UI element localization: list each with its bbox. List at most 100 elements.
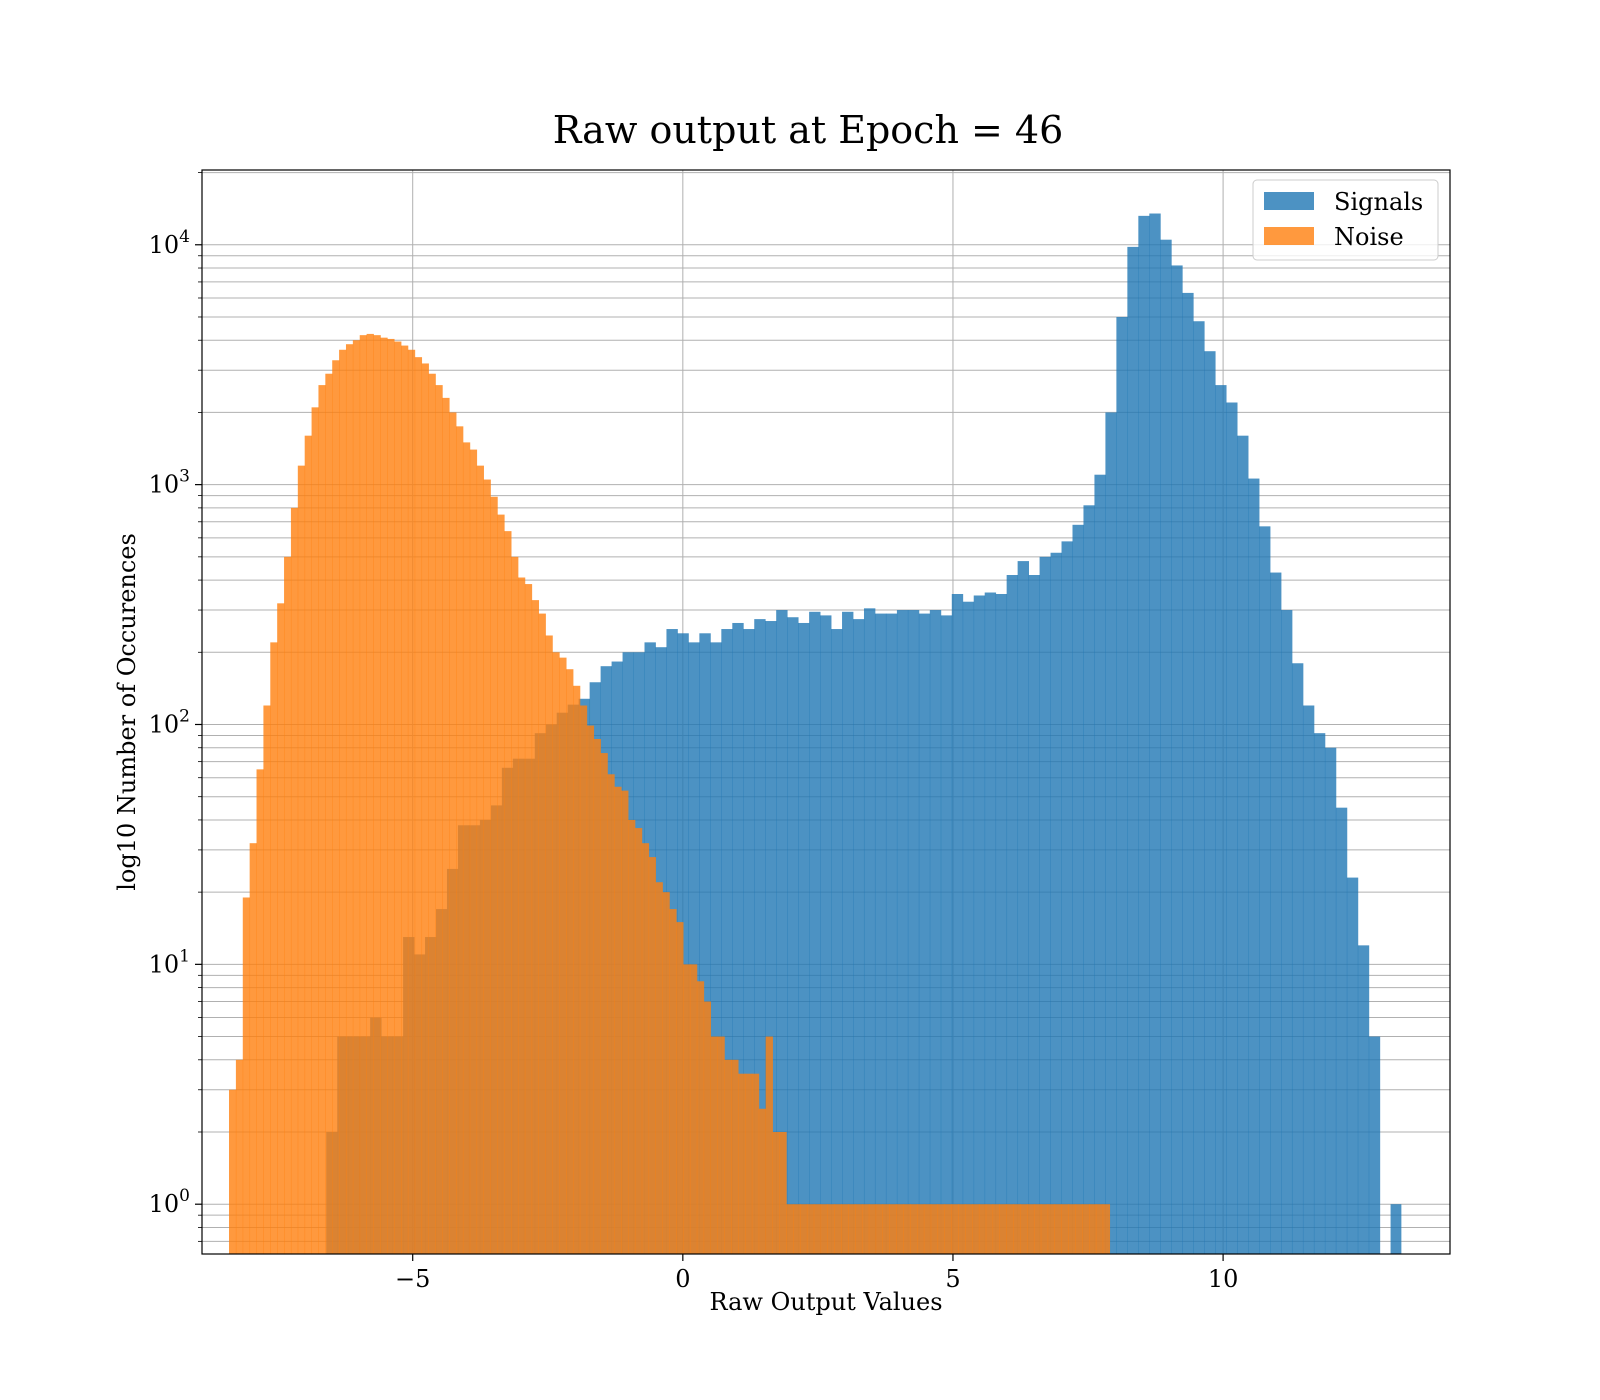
noise-bar [421,363,429,1254]
noise-bar [710,1036,718,1254]
noise-bar [641,843,650,1254]
noise-bar [992,1204,1000,1254]
signals-bar [1017,561,1029,1254]
signals-bar [896,610,909,1254]
signals-bar [787,617,799,1254]
signals-bar [1138,215,1150,1254]
signals-bar [1094,474,1106,1254]
signals-bar [1281,610,1293,1254]
noise-bar [1040,1204,1049,1254]
signals-bar [1149,213,1161,1254]
signals-bar [798,622,810,1254]
y-tick-label: 103 [149,467,190,499]
noise-bar [469,449,478,1254]
signals-bar [1313,733,1326,1254]
signals-bar [732,622,744,1254]
noise-bar [614,786,622,1254]
signals-bar [940,615,953,1254]
legend-label-noise: Noise [1334,223,1404,251]
signals-bar [1105,412,1117,1254]
noise-bar [1102,1204,1111,1254]
noise-bar [256,769,264,1254]
signals-bar [1270,572,1282,1254]
noise-bar [311,407,319,1254]
noise-bar [352,340,361,1254]
y-tick-label: 102 [149,706,190,738]
x-tick-marks: −5 0 5 10 [395,1254,1238,1293]
noise-bar [304,435,312,1254]
signals-bar [962,601,975,1254]
noise-bar [999,1204,1007,1254]
x-tick-label: 10 [1208,1265,1239,1293]
signals-bar [907,610,920,1254]
noise-bar [476,465,484,1254]
noise-bar [696,981,705,1254]
signals-bar [809,611,821,1254]
noise-bar [1075,1204,1083,1254]
noise-bar [703,1001,712,1254]
noise-bar [882,1204,890,1254]
signals-bar [1215,385,1227,1254]
signals-bar [1259,526,1271,1254]
noise-bar [861,1204,870,1254]
noise-bar [373,335,381,1254]
noise-bar [917,1204,925,1254]
noise-bar [958,1204,966,1254]
noise-bar [1033,1204,1042,1254]
noise-bar [628,819,636,1254]
noise-bar [1027,1204,1035,1254]
noise-bar [772,1131,780,1254]
noise-bar [944,1204,952,1254]
signals-bar [1324,747,1337,1254]
noise-bar [249,843,257,1254]
noise-bar [442,397,450,1255]
signals-bar [1050,552,1062,1254]
noise-bar [345,344,354,1254]
noise-bar [456,426,464,1254]
noise-bar [483,479,491,1254]
noise-bar [1020,1204,1028,1254]
noise-bar [738,1073,746,1254]
noise-bar [717,1036,725,1254]
noise-bar [779,1131,787,1254]
noise-bar [903,1204,911,1254]
noise-bar [786,1204,794,1254]
noise-bar [531,600,540,1254]
signals-bar [995,593,1008,1254]
legend-label-signals: Signals [1334,188,1423,216]
signals-bar [1028,574,1040,1254]
plot-frame [201,169,1451,1255]
noise-bar [655,882,663,1254]
noise-bar [896,1204,904,1254]
noise-bar [683,964,691,1254]
signals-bar [1116,316,1128,1254]
noise-bar [490,496,498,1254]
x-tick-label: 5 [945,1265,960,1293]
noise-bar [462,442,471,1254]
noise-bar [235,1059,244,1254]
noise-bar [297,465,306,1254]
x-tick-label: 0 [675,1265,690,1293]
signals-bar [885,613,898,1254]
signals-bar [1072,524,1084,1254]
noise-bar [387,338,395,1254]
signals-bar [721,629,733,1254]
signals-bar [1061,541,1073,1254]
signals-bar [1193,321,1205,1254]
noise-bar [339,349,347,1254]
signals-bar [1368,1036,1381,1254]
signals-bar [1160,239,1172,1254]
noise-bar [524,584,533,1254]
noise-bar [669,909,677,1254]
noise-bar [277,603,285,1254]
signals-bar [699,633,711,1254]
noise-bar [676,922,684,1254]
signals-bar [929,610,942,1254]
noise-bar [1054,1204,1062,1254]
noise-bar [318,385,326,1254]
signals-bar [973,595,986,1254]
signals-bar [1302,705,1315,1254]
noise-bar [834,1204,842,1254]
noise-bar [1095,1204,1104,1254]
